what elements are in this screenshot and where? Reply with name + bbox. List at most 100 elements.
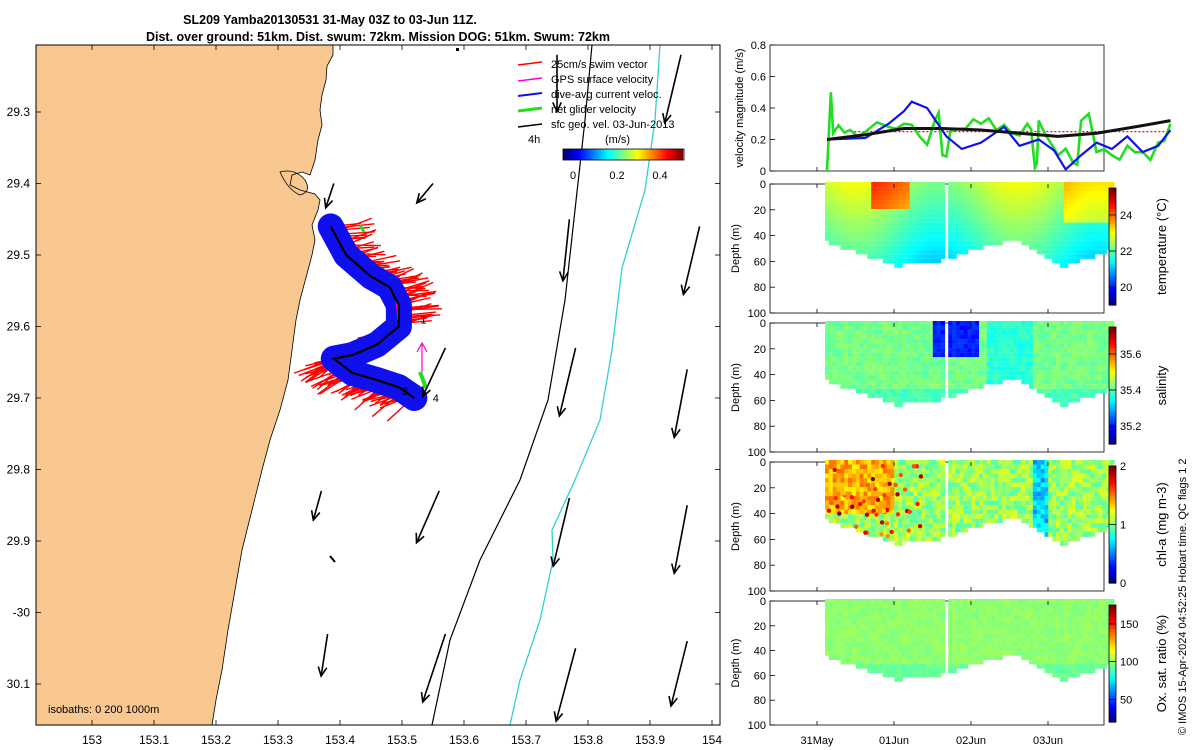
temperature-cell xyxy=(875,222,880,228)
chla-cell xyxy=(913,487,919,492)
oxygen-cell xyxy=(848,651,853,656)
chla-cell xyxy=(1106,496,1111,501)
chla-cell xyxy=(925,532,930,537)
temperature-cell xyxy=(1106,231,1111,237)
temperature-cell xyxy=(890,249,896,255)
temperature-cell xyxy=(1086,240,1092,246)
chla-cell xyxy=(932,509,938,515)
temperature-cell xyxy=(913,249,919,255)
temperature-cell xyxy=(1098,249,1103,255)
salinity-colorbar-cell xyxy=(1109,367,1116,372)
temperature-cell xyxy=(1075,240,1080,246)
oxygen-cell xyxy=(902,616,907,621)
temperature-cell xyxy=(917,218,923,223)
salinity-cell xyxy=(890,393,896,398)
map-colorbar-cell xyxy=(563,149,566,160)
chla-cell xyxy=(871,496,876,501)
chla-cell xyxy=(894,487,899,492)
map-colorbar-tick-2: 0.4 xyxy=(652,170,667,182)
salinity-cell xyxy=(1025,343,1030,349)
salinity-cell xyxy=(1094,357,1100,362)
temperature-cell xyxy=(1044,204,1050,210)
temperature-cell xyxy=(878,209,884,214)
salinity-cell xyxy=(959,370,965,376)
temperature-cell xyxy=(902,258,907,264)
salinity-cell xyxy=(921,348,926,353)
temperature-colorbar-tick-label: 24 xyxy=(1120,210,1132,222)
map-colorbar-cell xyxy=(625,149,628,160)
salinity-cell xyxy=(1106,370,1111,376)
temperature-cell xyxy=(940,195,946,201)
chla-cell xyxy=(851,523,857,528)
oxygen-cell xyxy=(863,603,869,608)
salinity-cell xyxy=(1059,339,1065,344)
salinity-cell xyxy=(1082,379,1088,385)
salinity-cell xyxy=(1017,361,1023,367)
temperature-cell xyxy=(1013,186,1019,192)
chla-cell xyxy=(871,523,876,528)
oxygen-cell xyxy=(859,664,865,669)
salinity-cell xyxy=(1075,357,1080,362)
chla-cell xyxy=(971,514,976,519)
chla-cell xyxy=(1086,527,1092,533)
map-colorbar-cell xyxy=(645,149,648,160)
oxygen-cell xyxy=(848,655,853,661)
oxygen-cell xyxy=(928,625,934,630)
salinity-cell xyxy=(928,352,934,358)
salinity-cell xyxy=(1075,370,1080,376)
temperature-cell xyxy=(1040,227,1046,232)
chla-cell xyxy=(886,478,892,483)
oxygen-cell xyxy=(990,603,996,608)
salinity-cell xyxy=(952,366,957,371)
salinity-cell xyxy=(902,330,907,335)
temperature-cell xyxy=(928,195,934,201)
temperature-cell xyxy=(863,222,869,228)
chla-cell xyxy=(1025,514,1030,519)
oxygen-cell xyxy=(928,659,934,665)
temperature-cell xyxy=(1067,182,1073,187)
chla-cell xyxy=(1044,518,1050,524)
oxygen-cell xyxy=(871,651,876,656)
salinity-cell xyxy=(882,361,888,367)
chla-cell xyxy=(1013,460,1019,465)
salinity-cell xyxy=(917,366,923,371)
chla-cell xyxy=(886,469,892,474)
chla-cell xyxy=(932,536,938,542)
chla-cell xyxy=(917,469,923,474)
temperature-cell xyxy=(1048,218,1053,223)
gps-vector xyxy=(395,299,399,321)
salinity-cell xyxy=(855,370,861,376)
salinity-cell xyxy=(955,339,961,344)
temperature-cell xyxy=(1032,200,1038,205)
salinity-cell xyxy=(1036,366,1042,371)
salinity-cell xyxy=(878,343,884,349)
map-colorbar-cell xyxy=(573,149,576,160)
chla-cell xyxy=(1090,482,1096,488)
chla-cell xyxy=(867,460,872,465)
salinity-cell xyxy=(959,361,965,367)
oxygen-cell xyxy=(948,638,953,643)
salinity-cell xyxy=(894,384,899,389)
oxygen-cell xyxy=(871,616,876,621)
salinity-colorbar-cell xyxy=(1109,365,1116,369)
temperature-cell xyxy=(1056,222,1061,228)
chla-cell xyxy=(1082,487,1088,492)
temperature-cell xyxy=(971,231,976,237)
salinity-cell xyxy=(948,370,953,376)
temperature-cell xyxy=(1079,204,1084,210)
salinity-cell xyxy=(1102,375,1107,380)
chla-cell xyxy=(979,514,984,519)
oxygen-cell xyxy=(844,612,849,617)
oxygen-cell xyxy=(948,603,953,608)
chla-cell xyxy=(1048,487,1053,492)
chla-cell xyxy=(932,500,938,506)
temperature-cell xyxy=(1075,191,1080,196)
oxygen-cell xyxy=(890,651,896,656)
chla-cell xyxy=(1079,478,1084,483)
salinity-cell xyxy=(975,343,980,349)
salinity-cell xyxy=(840,339,846,344)
chla-cell xyxy=(1075,527,1080,533)
temperature-cell xyxy=(1009,209,1015,214)
oxygen-cell xyxy=(894,603,899,608)
chla-colorbar-tick-label: 2 xyxy=(1120,461,1126,473)
